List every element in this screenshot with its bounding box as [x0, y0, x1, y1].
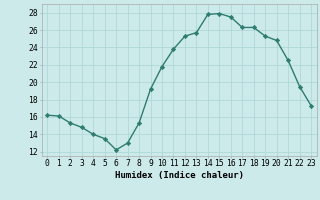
X-axis label: Humidex (Indice chaleur): Humidex (Indice chaleur) — [115, 171, 244, 180]
